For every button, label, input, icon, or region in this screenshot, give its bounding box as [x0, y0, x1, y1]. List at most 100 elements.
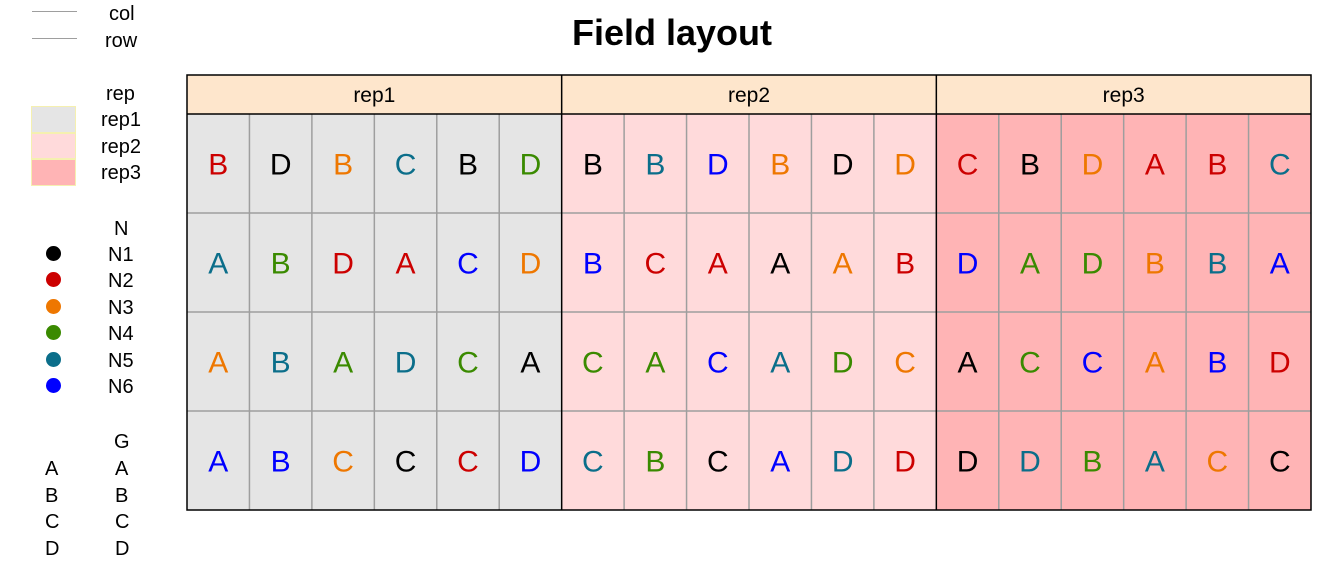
plot-cell-label: A [645, 347, 665, 380]
plot-cell-label: D [707, 149, 729, 182]
rep3-swatch [31, 159, 76, 186]
chart-title: Field layout [571, 12, 773, 53]
plot-cell-label: C [1269, 149, 1291, 182]
plot-cell-label: A [708, 248, 728, 281]
plot-cell-label: A [208, 248, 228, 281]
plot-cell-label: A [1020, 248, 1040, 281]
legend-g-label-d: D [115, 538, 130, 560]
legend-g-label-c: C [115, 511, 130, 533]
plot-cell-label: A [1270, 248, 1290, 281]
plot-cell-label: D [957, 248, 979, 281]
plot-cell-label: B [645, 446, 665, 479]
plot-cell-label: B [1145, 248, 1165, 281]
col-line-key [32, 11, 77, 12]
legend: col row rep rep1 rep2 rep3 N N1 N2 N3 N4… [0, 0, 175, 576]
legend-n6-label: N6 [108, 376, 134, 398]
plot-cell-label: C [582, 446, 604, 479]
legend-g-title: G [114, 431, 130, 453]
plot-cell-label: C [332, 446, 354, 479]
legend-g-key-a: A [45, 458, 59, 480]
plot-cell-label: D [520, 248, 542, 281]
plot-cell-label: C [707, 446, 729, 479]
plot-cell-label: A [770, 248, 790, 281]
plot-cell-label: C [395, 446, 417, 479]
legend-n1-label: N1 [108, 244, 134, 266]
plot-cell-label: A [1145, 446, 1165, 479]
plot-cell-label: C [1019, 347, 1041, 380]
facet-strip-rep1 [187, 75, 562, 114]
plot-cell-label: B [1020, 149, 1040, 182]
legend-rep3-label: rep3 [101, 162, 142, 184]
plot-cell-label: D [1082, 149, 1104, 182]
plot-cell-label: C [457, 248, 479, 281]
plot-cell-label: B [583, 149, 603, 182]
plot-cell-label: B [770, 149, 790, 182]
plot-cell-label: B [645, 149, 665, 182]
plot-cell-label: C [582, 347, 604, 380]
legend-g-key-d: D [45, 538, 60, 560]
plot-cell-label: A [396, 248, 416, 281]
plot-cell-label: B [1082, 446, 1102, 479]
plot-cell-label: C [707, 347, 729, 380]
plot-cell-label: B [583, 248, 603, 281]
plot-cell-label: D [270, 149, 292, 182]
plot-cell-label: C [957, 149, 979, 182]
n1-dot [46, 246, 61, 261]
plot-cell-label: A [770, 446, 790, 479]
plot-cell-label: D [332, 248, 354, 281]
legend-g-key-c: C [45, 511, 60, 533]
plot-cell-label: A [208, 347, 228, 380]
facet-label-rep2: rep2 [728, 84, 770, 107]
plot-cell-label: A [333, 347, 353, 380]
legend-n3-label: N3 [108, 297, 134, 319]
plot-cell-label: C [644, 248, 666, 281]
plot-cell-label: D [1082, 248, 1104, 281]
plot-cell-label: D [894, 149, 916, 182]
facet-label-rep3: rep3 [1103, 84, 1145, 107]
plot-cell-label: D [894, 446, 916, 479]
plot-cell-label: B [333, 149, 353, 182]
plot-border [186, 74, 1312, 511]
legend-rep1-label: rep1 [101, 109, 142, 131]
facet-strip-rep3 [936, 75, 1311, 114]
plot-cell-label: B [1207, 149, 1227, 182]
n2-dot [46, 272, 61, 287]
plot-cell-label: C [457, 347, 479, 380]
n6-dot [46, 378, 61, 393]
plot-cell-label: D [520, 149, 542, 182]
plot-cell-label: A [520, 347, 540, 380]
plot-cell-label: A [770, 347, 790, 380]
n4-dot [46, 325, 61, 340]
plot-cell-label: C [1269, 446, 1291, 479]
rep2-swatch [31, 133, 76, 159]
legend-rep-title: rep [106, 83, 135, 105]
plot-cell-label: B [208, 149, 228, 182]
plot-cell-label: B [271, 248, 291, 281]
plot-cell-label: C [1206, 446, 1228, 479]
facet-label-rep1: rep1 [353, 84, 395, 107]
legend-n-title: N [114, 218, 129, 240]
plot-cell-label: D [520, 446, 542, 479]
plot-cell-label: A [958, 347, 978, 380]
legend-g-label-b: B [115, 485, 129, 507]
plot-cell-label: D [832, 149, 854, 182]
legend-g-key-b: B [45, 485, 59, 507]
plot-cell-label: B [1207, 248, 1227, 281]
plot-cell-label: D [832, 347, 854, 380]
legend-n2-label: N2 [108, 270, 134, 292]
plot-cell-label: A [208, 446, 228, 479]
legend-rep2-label: rep2 [101, 136, 142, 158]
plot-cell-label: C [395, 149, 417, 182]
plot-cell-label: B [271, 347, 291, 380]
plot-cell-label: B [458, 149, 478, 182]
plot-cell-label: B [1207, 347, 1227, 380]
plot-cell-label: D [395, 347, 417, 380]
n5-dot [46, 352, 61, 367]
plot-cell-label: D [1269, 347, 1291, 380]
legend-row-label: row [105, 30, 138, 52]
row-line-key [32, 38, 77, 39]
plot-cell-label: B [895, 248, 915, 281]
plot-cell-label: A [1145, 149, 1165, 182]
rep1-swatch [31, 106, 76, 133]
plot-cell-label: A [1145, 347, 1165, 380]
